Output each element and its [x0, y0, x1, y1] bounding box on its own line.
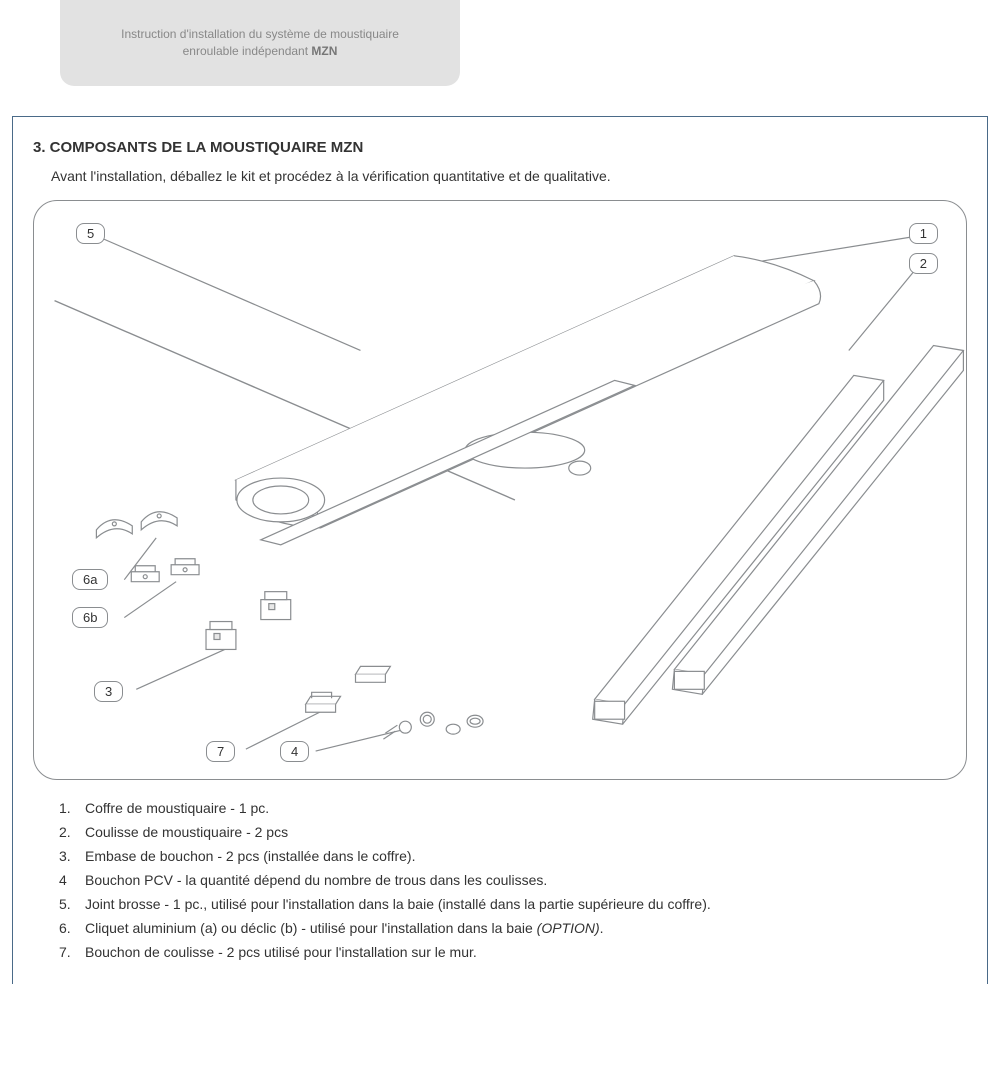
section-title: 3. COMPOSANTS DE LA MOUSTIQUAIRE MZN	[33, 139, 967, 156]
header-tab: Instruction d'installation du système de…	[60, 0, 460, 86]
legend-text: Joint brosse - 1 pc., utilisé pour l'ins…	[85, 894, 711, 915]
header-line1: Instruction d'installation du système de…	[121, 27, 399, 41]
legend-num: 2.	[59, 822, 85, 843]
legend-row: 4Bouchon PCV - la quantité dépend du nom…	[59, 870, 967, 891]
legend-text: Embase de bouchon - 2 pcs (installée dan…	[85, 846, 415, 867]
callout-2: 2	[909, 253, 938, 274]
legend-text: Bouchon de coulisse - 2 pcs utilisé pour…	[85, 942, 477, 963]
legend-row: 2.Coulisse de moustiquaire - 2 pcs	[59, 822, 967, 843]
diagram-svg	[34, 201, 966, 779]
legend-num: 4	[59, 870, 85, 891]
legend-row: 6.Cliquet aluminium (a) ou déclic (b) - …	[59, 918, 967, 939]
legend-num: 3.	[59, 846, 85, 867]
intro-text: Avant l'installation, déballez le kit et…	[51, 168, 967, 184]
legend-num: 6.	[59, 918, 85, 939]
callout-6b: 6b	[72, 607, 108, 628]
callout-4: 4	[280, 741, 309, 762]
exploded-diagram: 5 1 2 6a 6b 3 7 4	[33, 200, 967, 780]
main-panel: 3. COMPOSANTS DE LA MOUSTIQUAIRE MZN Ava…	[12, 116, 988, 984]
legend-num: 1.	[59, 798, 85, 819]
legend-text: Coulisse de moustiquaire - 2 pcs	[85, 822, 288, 843]
callout-6a: 6a	[72, 569, 108, 590]
legend-list: 1.Coffre de moustiquaire - 1 pc. 2.Couli…	[59, 798, 967, 963]
legend-num: 5.	[59, 894, 85, 915]
legend-row: 3.Embase de bouchon - 2 pcs (installée d…	[59, 846, 967, 867]
legend-text: Coffre de moustiquaire - 1 pc.	[85, 798, 269, 819]
legend-text: Cliquet aluminium (a) ou déclic (b) - ut…	[85, 918, 604, 939]
legend-num: 7.	[59, 942, 85, 963]
legend-row: 7.Bouchon de coulisse - 2 pcs utilisé po…	[59, 942, 967, 963]
header-line2-prefix: enroulable indépendant	[183, 44, 312, 58]
callout-5: 5	[76, 223, 105, 244]
header-line2-bold: MZN	[311, 44, 337, 58]
callout-1: 1	[909, 223, 938, 244]
legend-row: 1.Coffre de moustiquaire - 1 pc.	[59, 798, 967, 819]
callout-3: 3	[94, 681, 123, 702]
legend-text: Bouchon PCV - la quantité dépend du nomb…	[85, 870, 547, 891]
legend-row: 5.Joint brosse - 1 pc., utilisé pour l'i…	[59, 894, 967, 915]
callout-7: 7	[206, 741, 235, 762]
